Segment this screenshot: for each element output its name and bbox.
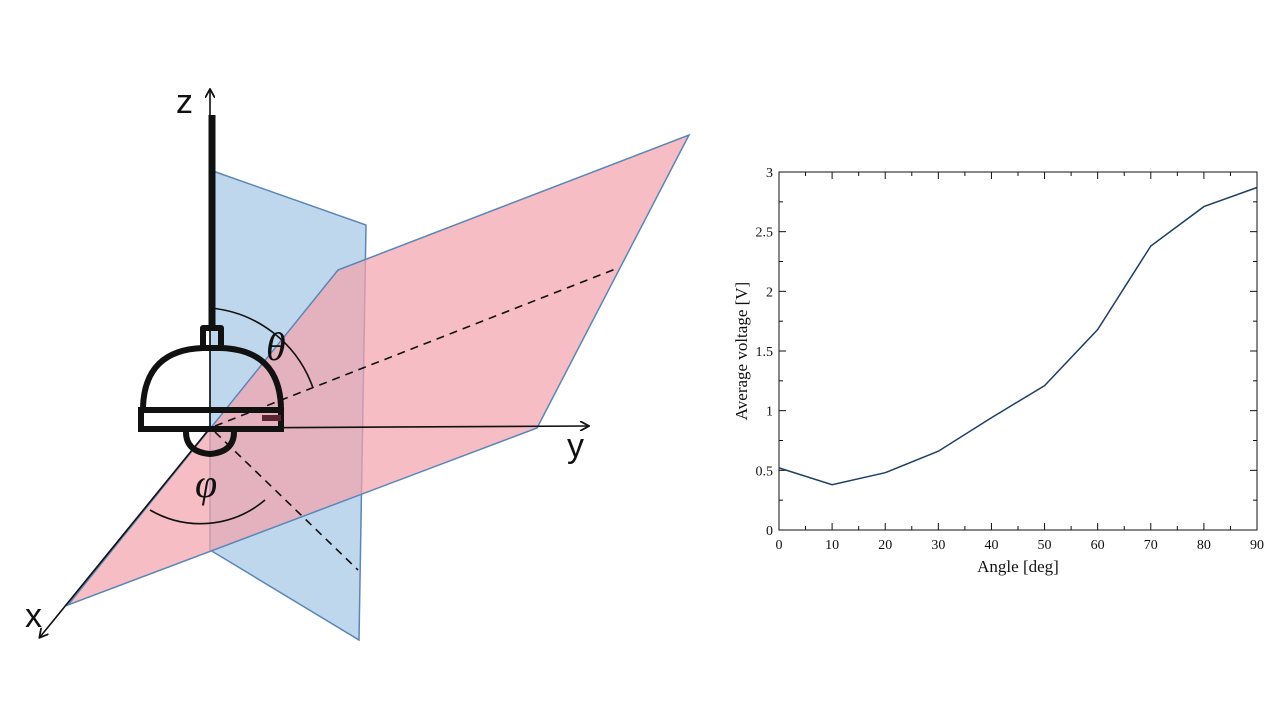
x-tick-label: 90 [1250, 538, 1264, 553]
x-tick-label: 10 [825, 538, 839, 553]
projection-dashed-line [214, 431, 359, 571]
x-axis-title: Angle [deg] [977, 557, 1059, 576]
x-axis [40, 427, 211, 637]
y-tick-label: 3 [766, 166, 773, 181]
x-tick-label: 40 [984, 538, 998, 553]
z-axis-label: z [176, 83, 193, 121]
theta-label: θ [266, 324, 286, 369]
x-tick-label: 20 [878, 538, 892, 553]
y-axis-label: y [567, 427, 584, 465]
y-tick-label: 0.5 [756, 464, 774, 479]
y-tick-labels: 0 0.5 1 1.5 2 2.5 3 [756, 166, 774, 539]
x-axis-label: x [25, 597, 42, 635]
x-tick-labels: 0 10 20 30 40 50 60 70 80 90 [776, 538, 1265, 553]
y-tick-label: 1 [766, 405, 773, 420]
y-tick-label: 2 [766, 285, 773, 300]
x-tick-label: 70 [1144, 538, 1158, 553]
plot-frame [778, 171, 1258, 531]
geometry-diagram: z y x θ φ [25, 83, 691, 642]
y-tick-label: 0 [766, 524, 773, 539]
y-tick-label: 1.5 [756, 345, 774, 360]
x-ticks [778, 172, 1258, 530]
y-tick-label: 2.5 [756, 226, 774, 241]
x-tick-label: 50 [1038, 538, 1052, 553]
phi-label: φ [195, 461, 217, 506]
x-tick-label: 60 [1091, 538, 1105, 553]
lamp-icon [138, 115, 284, 458]
theta-arc [209, 307, 314, 389]
x-tick-label: 0 [776, 538, 783, 553]
tilted-plane [65, 133, 691, 607]
y-axis-title: Average voltage [V] [732, 282, 751, 420]
y-ticks [779, 171, 1257, 531]
x-tick-label: 30 [931, 538, 945, 553]
series-line [778, 186, 1258, 486]
x-tick-label: 80 [1197, 538, 1211, 553]
phi-arc [149, 499, 266, 525]
